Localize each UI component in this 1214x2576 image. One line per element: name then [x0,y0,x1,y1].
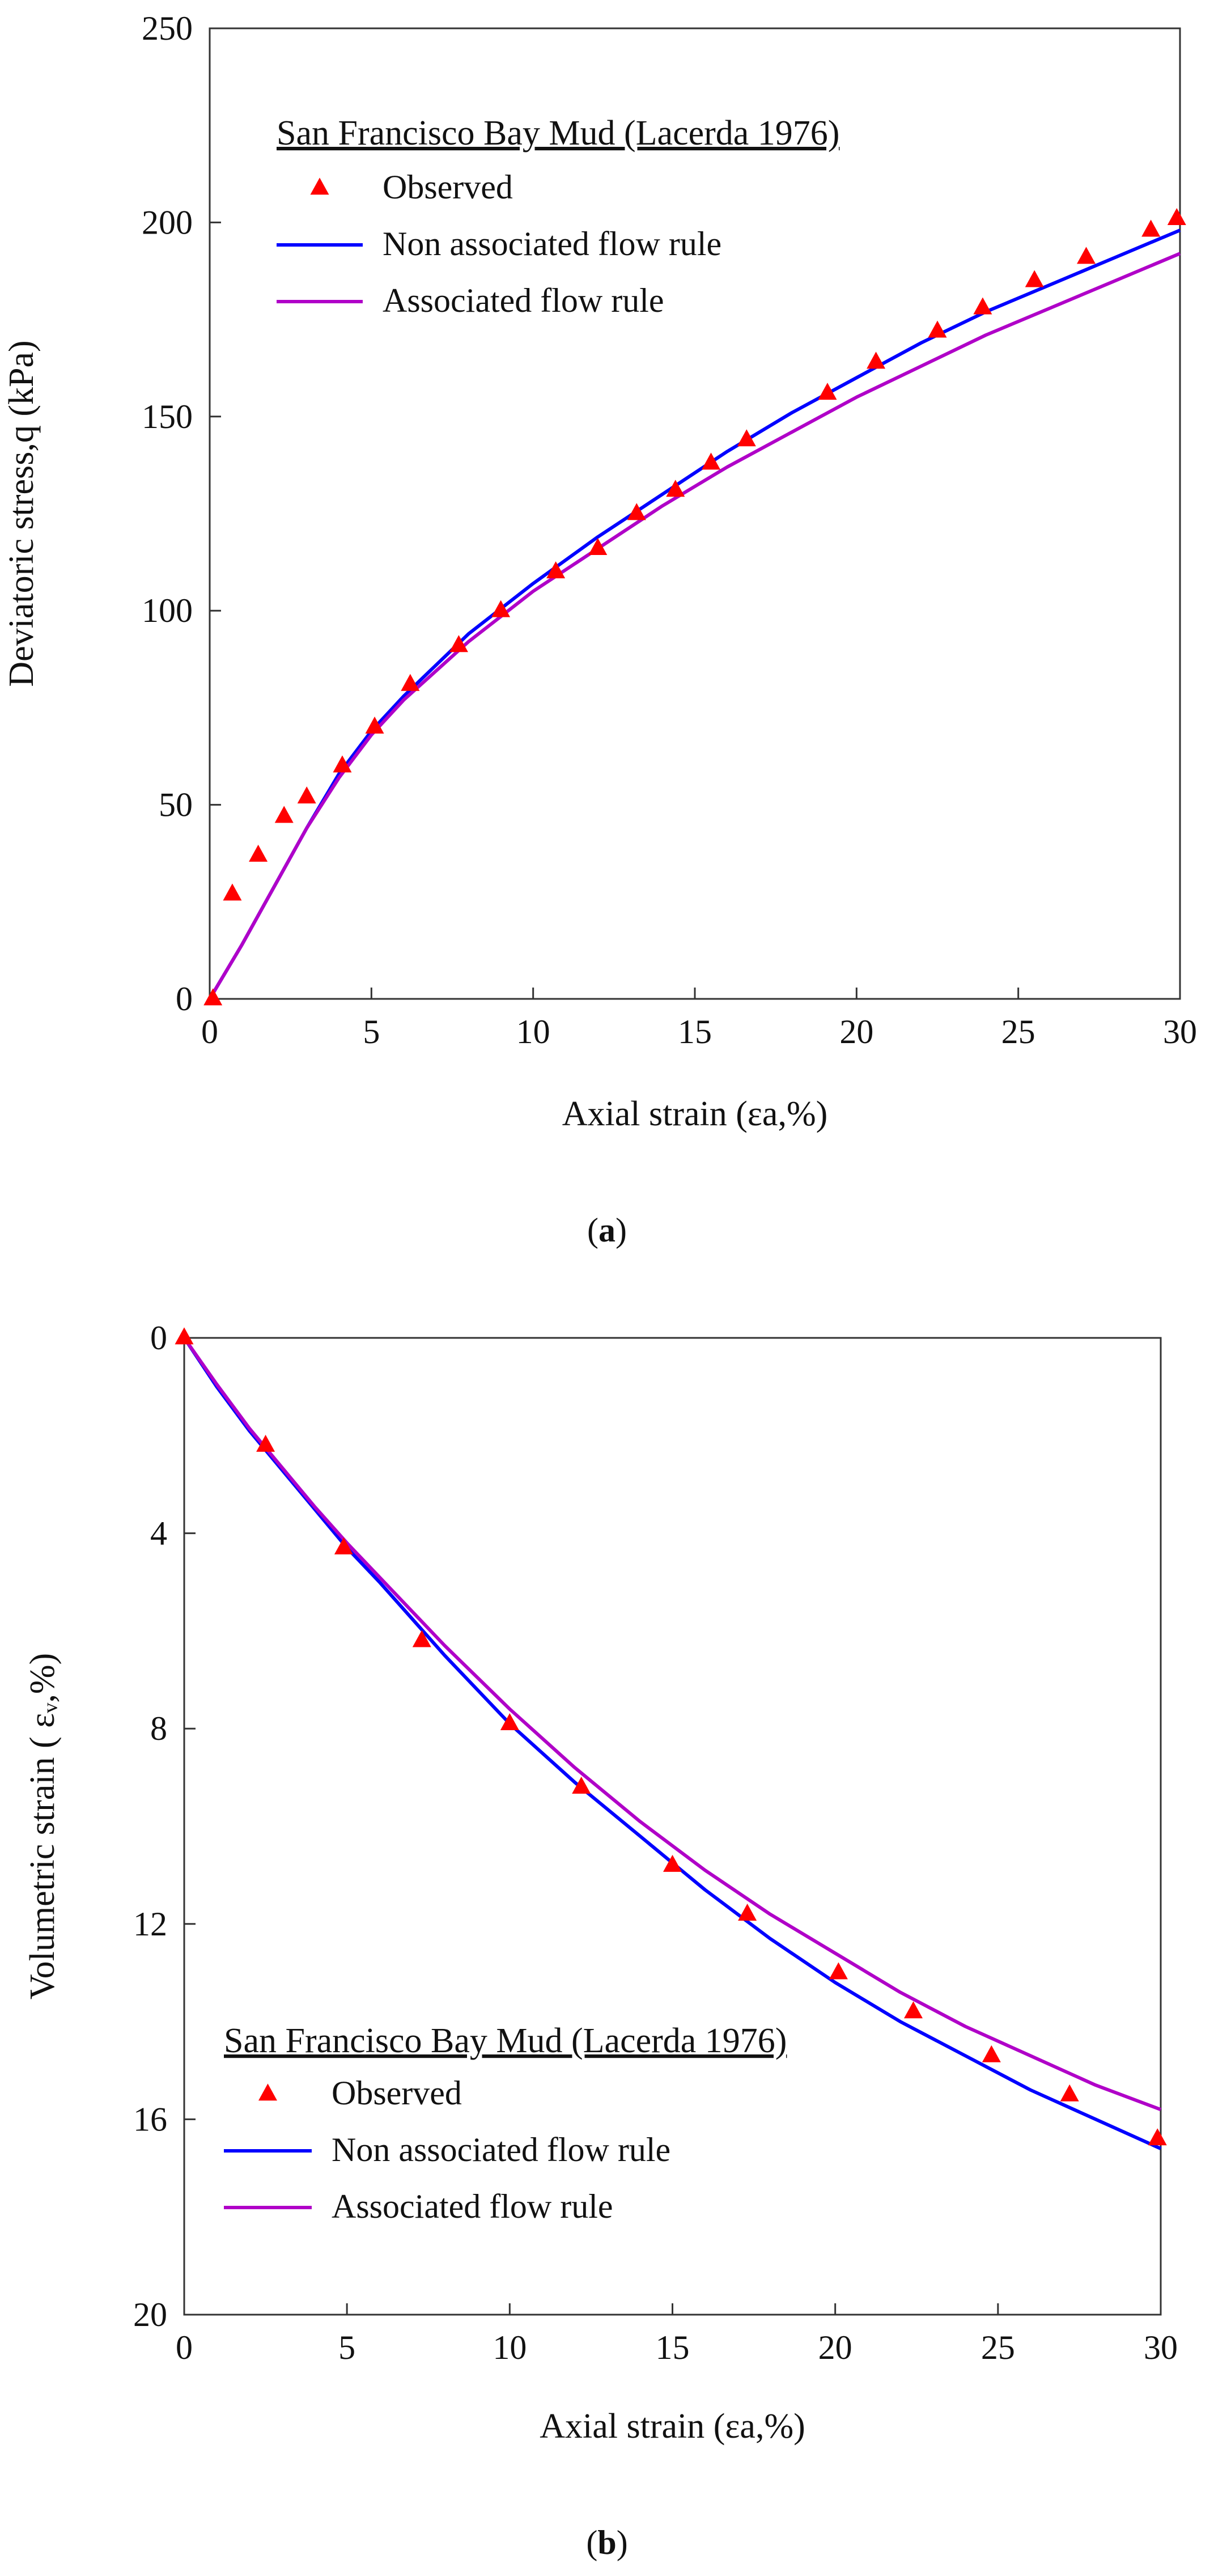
panel-letter-a: a [598,1211,616,1249]
series-line-associated [182,1337,1162,2112]
observed-point [928,320,947,338]
observed-point [973,297,992,315]
observed-point [412,1630,431,1647]
legend-entry-label: Non associated flow rule [383,225,721,262]
legend-entry-label: Associated flow rule [383,282,664,319]
x-tick-label: 25 [981,2329,1015,2366]
observed-point [572,1776,591,1794]
series-line-associated [208,252,1181,1000]
panel-label-b: (b) [586,2524,627,2561]
observed-point [223,883,242,901]
observed-point [627,503,646,520]
legend-title: San Francisco Bay Mud (Lacerda 1976) [277,114,839,152]
observed-point [401,673,420,691]
legend-title: San Francisco Bay Mud (Lacerda 1976) [224,2022,787,2060]
observed-point [175,1327,194,1345]
y-tick-label: 50 [159,786,193,824]
x-tick-label: 20 [818,2329,852,2366]
x-tick-label: 0 [201,1013,218,1050]
x-tick-label: 15 [656,2329,690,2366]
observed-point [738,1903,757,1921]
observed-point [203,988,223,1006]
observed-point [1167,207,1186,225]
observed-point [904,2001,923,2019]
observed-point [1148,2128,1167,2146]
y-tick-label: 150 [142,398,193,435]
x-axis-title: Axial strain (εa,%) [562,1095,827,1133]
x-tick-label: 0 [176,2329,193,2366]
observed-point [818,383,837,400]
y-tick-label: 12 [133,1905,167,1943]
x-tick-label: 30 [1144,2329,1178,2366]
observed-point [249,845,268,862]
legend-entry-label: Observed [383,168,513,206]
observed-point [666,480,685,497]
y-tick-label: 0 [150,1319,167,1357]
legend-entry-label: Observed [332,2074,462,2112]
observed-point [297,786,316,804]
observed-point [867,351,886,369]
observed-point [334,1537,353,1554]
y-tick-label: 8 [150,1710,167,1747]
x-tick-label: 5 [363,1013,380,1050]
y-tick-label: 200 [142,204,193,241]
x-tick-label: 20 [839,1013,873,1050]
chart-panel-a: 0 5 10 15 20 25 30 0 50 100 150 200 250 Axial strain … [2,10,1197,1133]
y-tick-label: 250 [142,10,193,47]
observed-point [333,755,352,773]
y-tick-label: 4 [150,1515,167,1552]
observed-point [256,1434,275,1452]
observed-point [588,538,608,556]
y-axis-title: Deviatoric stress,q (kPa) [2,340,41,687]
observed-point [663,1854,682,1872]
observed-point [1025,270,1044,287]
observed-point [365,717,384,734]
x-tick-label: 10 [493,2329,527,2366]
x-tick-label: 15 [678,1013,712,1050]
observed-point [1060,2084,1079,2102]
y-tick-label: 0 [176,980,193,1018]
y-tick-label: 16 [133,2100,167,2138]
observed-point [737,429,756,447]
observed-point [500,1713,519,1730]
y-tick-label: 100 [142,592,193,629]
observed-point [546,561,566,579]
x-tick-label: 25 [1001,1013,1035,1050]
observed-point [1141,219,1161,237]
panel-label-a: (a) [587,1211,627,1249]
series-line-non-associated [208,228,1181,1000]
observed-point [982,2045,1001,2062]
panel-letter-b: b [597,2524,616,2561]
observed-point [491,600,511,617]
x-axis-title: Axial strain (εa,%) [540,2407,805,2446]
observed-point [1077,247,1096,264]
legend-marker-observed [310,177,329,195]
plot-frame-b [183,1337,1162,2316]
plot-frame-a [209,27,1181,1000]
y-axis-title: Volumetric strain ( εᵥ,%) [23,1653,62,1999]
observed-point [449,635,468,653]
observed-point [702,452,721,470]
legend-entry-label: Associated flow rule [332,2188,613,2225]
x-tick-label: 5 [338,2329,355,2366]
x-tick-label: 30 [1163,1013,1197,1050]
legend-entry-label: Non associated flow rule [332,2131,670,2168]
chart-panel-b: 0 5 10 15 20 25 30 0 4 8 12 16 20 Axial strain (εa,%)… [23,1319,1178,2446]
observed-point [274,806,294,823]
legend-marker-observed [258,2083,277,2101]
observed-point [829,1962,848,1980]
x-tick-label: 10 [516,1013,550,1050]
y-tick-label: 20 [133,2296,167,2333]
